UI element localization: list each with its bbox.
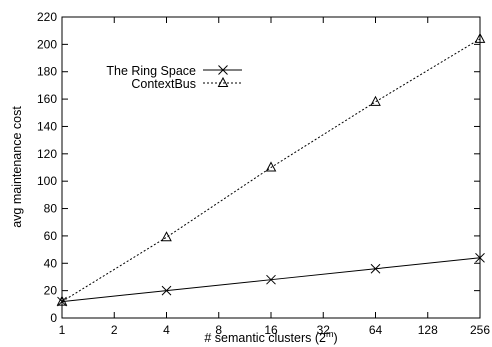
- x-axis-label-main: # semantic clusters (2: [204, 331, 326, 345]
- x-axis-label-close: ): [333, 331, 337, 345]
- x-tick-label: 256: [470, 323, 490, 337]
- y-tick-label: 180: [37, 65, 57, 79]
- y-tick-label: 20: [44, 284, 58, 298]
- y-tick-label: 0: [50, 311, 57, 325]
- data-point-x-marker: [266, 274, 276, 285]
- y-tick-label: 200: [37, 37, 57, 51]
- data-point-x-marker: [370, 263, 381, 274]
- legend: The Ring Space ContextBus: [106, 64, 242, 91]
- series-lines: [61, 38, 481, 303]
- y-axis-label: avg maintenance cost: [10, 106, 24, 228]
- y-tick-label: 40: [44, 256, 58, 270]
- legend-label-ring-space: The Ring Space: [106, 64, 196, 78]
- y-tick-label: 80: [44, 202, 58, 216]
- x-tick-label: 64: [369, 323, 383, 337]
- x-tick-label: 8: [215, 323, 222, 337]
- legend-label-contextbus: ContextBus: [131, 77, 196, 91]
- y-tick-label: 100: [37, 174, 57, 188]
- x-tick-label: 2: [111, 323, 118, 337]
- series-markers: [56, 32, 486, 307]
- y-tick-label: 120: [37, 147, 57, 161]
- data-point-triangle-marker: [265, 161, 277, 172]
- y-tick-label: 160: [37, 92, 57, 106]
- series-line-1: [61, 38, 481, 303]
- data-point-triangle-marker: [161, 231, 172, 242]
- x-axis-label-superscript: m: [326, 329, 334, 339]
- axis-ticks: 0 20 40 60 80 100 120 140 160 180 200 220 1 2 4 8 16 32 64…: [37, 10, 490, 337]
- x-axis-label: # semantic clusters (2m): [204, 329, 337, 345]
- data-point-x-marker: [475, 252, 485, 263]
- y-tick-label: 140: [37, 119, 57, 133]
- x-tick-label: 128: [418, 323, 438, 337]
- legend-marker-contextbus: [217, 76, 229, 87]
- data-point-triangle-marker: [370, 95, 381, 106]
- y-tick-label: 60: [44, 229, 58, 243]
- x-tick-label: 16: [264, 323, 278, 337]
- x-tick-label: 4: [163, 323, 170, 337]
- data-point-x-marker: [161, 285, 172, 296]
- data-point-triangle-marker: [56, 295, 68, 306]
- x-tick-label: 1: [59, 323, 66, 337]
- y-tick-label: 220: [37, 10, 57, 24]
- data-point-triangle-marker: [474, 32, 486, 43]
- legend-marker-ring-space: [218, 65, 228, 75]
- x-tick-label: 32: [317, 323, 331, 337]
